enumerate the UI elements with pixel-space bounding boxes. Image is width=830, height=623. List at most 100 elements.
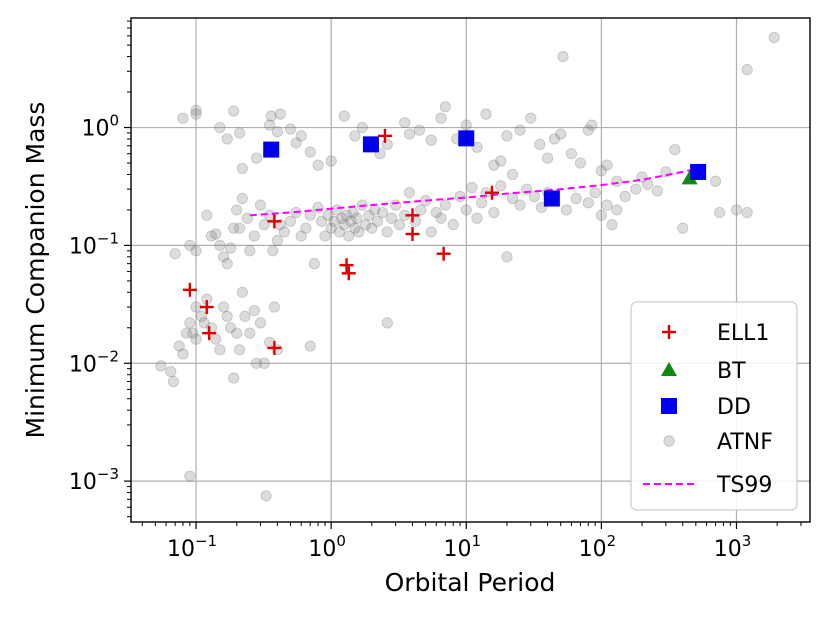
- atnf-point: [184, 317, 196, 329]
- atnf-point: [586, 119, 598, 131]
- atnf-point: [601, 159, 613, 171]
- atnf-point: [338, 219, 350, 231]
- atnf-point: [258, 357, 270, 369]
- legend-item-ell1: ELL1: [662, 321, 769, 346]
- atnf-point: [619, 190, 631, 203]
- legend-item-ts99: TS99: [643, 473, 772, 498]
- atnf-point: [525, 112, 537, 124]
- y-axis-label: Minimum Companion Mass: [21, 102, 50, 439]
- atnf-point: [214, 121, 226, 134]
- atnf-point: [381, 226, 393, 238]
- axis-ticks: [124, 20, 802, 529]
- atnf-point: [343, 230, 355, 242]
- atnf-point: [435, 212, 447, 224]
- atnf-point: [233, 222, 246, 234]
- atnf-point: [340, 209, 353, 221]
- atnf-point: [542, 152, 554, 164]
- dd-point: [263, 141, 280, 158]
- atnf-point: [254, 199, 267, 211]
- atnf-point: [501, 130, 513, 142]
- atnf-point: [741, 206, 753, 219]
- atnf-point: [501, 251, 513, 263]
- atnf-point: [570, 192, 582, 205]
- y-tick-label: 10−2: [69, 347, 119, 377]
- atnf-point: [167, 375, 180, 388]
- atnf-point: [221, 310, 233, 322]
- atnf-point: [595, 209, 607, 221]
- legend-label: DD: [717, 395, 751, 420]
- atnf-point: [218, 301, 230, 313]
- dd-point: [458, 130, 475, 147]
- atnf-point: [349, 130, 361, 142]
- atnf-point: [363, 209, 375, 221]
- atnf-point: [709, 175, 722, 187]
- atnf-point: [435, 112, 447, 124]
- atnf-point: [439, 101, 451, 113]
- atnf-point: [471, 141, 483, 153]
- atnf-point: [258, 219, 270, 231]
- atnf-point: [271, 234, 283, 247]
- atnf-point: [730, 204, 743, 216]
- atnf-point: [506, 168, 519, 181]
- atnf-point: [454, 190, 466, 203]
- atnf-point: [169, 248, 181, 260]
- plot-frame: [130, 17, 811, 523]
- atnf-point: [165, 365, 177, 378]
- atnf-point: [274, 108, 286, 120]
- atnf-point: [651, 185, 664, 197]
- atnf-point: [611, 204, 623, 216]
- legend-label: ELL1: [717, 321, 769, 346]
- legend-marker-atnf: [663, 435, 675, 447]
- tick-labels: 10−1 100 101 102 103 10−3 10−2 10−1 100: [69, 112, 751, 562]
- atnf-point: [555, 128, 567, 140]
- atnf-point: [548, 133, 561, 145]
- atnf-point: [677, 222, 689, 234]
- atnf-point: [187, 327, 199, 339]
- ell1-point: [341, 266, 356, 281]
- atnf-point: [366, 222, 378, 234]
- dd-point: [690, 163, 707, 180]
- atnf-point: [325, 155, 337, 167]
- atnf-point: [356, 121, 368, 134]
- atnf-point: [177, 348, 189, 360]
- atnf-point: [630, 183, 642, 195]
- ell1-point: [377, 128, 392, 143]
- x-tick-label: 101: [443, 532, 481, 562]
- atnf-point: [476, 197, 488, 209]
- atnf-point: [606, 219, 618, 231]
- atnf-point: [333, 226, 345, 238]
- atnf-point: [381, 138, 393, 150]
- legend-item-bt: BT: [661, 359, 746, 384]
- atnf-point: [741, 64, 753, 76]
- atnf-point: [254, 317, 267, 329]
- atnf-point: [312, 201, 324, 214]
- ell1-point: [484, 185, 499, 200]
- grid-lines: [131, 18, 810, 522]
- ts99-line: [249, 167, 699, 217]
- atnf-point: [210, 228, 222, 240]
- atnf-point: [184, 470, 196, 482]
- ts99-curve: [249, 167, 699, 217]
- x-axis-label: Orbital Period: [385, 568, 556, 597]
- atnf-point: [399, 117, 411, 129]
- atnf-point: [201, 209, 213, 221]
- atnf-point: [190, 245, 202, 257]
- atnf-point: [228, 105, 240, 117]
- atnf-point: [345, 215, 357, 227]
- atnf-point: [557, 50, 569, 63]
- dd-point: [362, 136, 379, 153]
- atnf-point: [271, 126, 283, 138]
- atnf-point: [233, 344, 246, 356]
- atnf-point: [300, 222, 312, 234]
- atnf-point: [534, 138, 546, 150]
- atnf-point: [642, 178, 654, 190]
- atnf-point: [205, 230, 218, 242]
- atnf-point: [439, 199, 451, 211]
- ell1-point: [339, 258, 354, 273]
- atnf-point: [415, 204, 427, 216]
- atnf-point: [214, 239, 226, 252]
- atnf-point: [278, 226, 290, 238]
- atnf-point: [260, 490, 272, 502]
- legend-marker-bt: [661, 362, 677, 376]
- x-tick-label: 103: [714, 532, 752, 562]
